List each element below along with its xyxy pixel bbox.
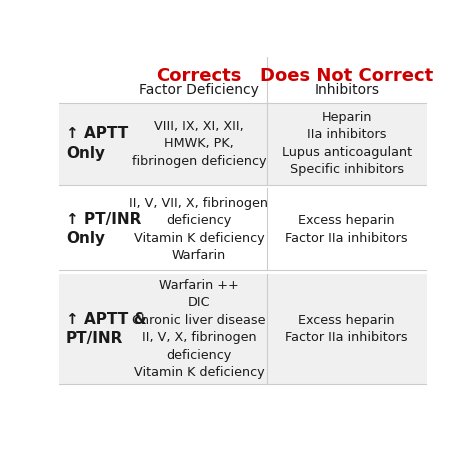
Text: Warfarin ++
DIC
Chronic liver disease
II, V, X, fibrinogen
deficiency
Vitamin K : Warfarin ++ DIC Chronic liver disease II… [132,279,265,379]
Text: ↑ APTT &
PT/INR: ↑ APTT & PT/INR [66,312,146,346]
Bar [59,274,427,383]
Text: Excess heparin
Factor IIa inhibitors: Excess heparin Factor IIa inhibitors [285,313,408,344]
Text: Inhibitors: Inhibitors [314,83,379,97]
Text: Heparin
IIa inhibitors
Lupus anticoagulant
Specific inhibitors: Heparin IIa inhibitors Lupus anticoagula… [282,111,412,176]
Text: Excess heparin
Factor IIa inhibitors: Excess heparin Factor IIa inhibitors [285,214,408,245]
Bar [59,188,427,270]
Text: ↑ APTT
Only: ↑ APTT Only [66,127,128,161]
Text: II, V, VII, X, fibrinogen
deficiency
Vitamin K deficiency
Warfarin: II, V, VII, X, fibrinogen deficiency Vit… [129,197,268,262]
Text: VIII, IX, XI, XII,
HMWK, PK,
fibrinogen deficiency: VIII, IX, XI, XII, HMWK, PK, fibrinogen … [132,119,266,168]
Bar [59,102,427,185]
Text: Corrects: Corrects [156,67,242,85]
Text: Factor Deficiency: Factor Deficiency [139,83,259,97]
Text: Does Not Correct: Does Not Correct [260,67,433,85]
Text: ↑ PT/INR
Only: ↑ PT/INR Only [66,212,141,246]
